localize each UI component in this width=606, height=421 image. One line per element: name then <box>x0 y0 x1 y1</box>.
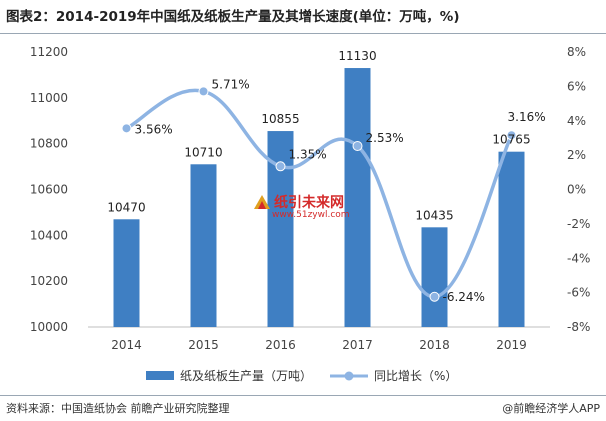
line-value-label: 1.35% <box>289 147 327 161</box>
x-tick-label: 2019 <box>496 338 527 352</box>
footer: 资料来源：中国造纸协会 前瞻产业研究院整理 @前瞻经济学人APP <box>6 400 602 418</box>
chart-title: 图表2：2014-2019年中国纸及纸板生产量及其增长速度(单位：万吨，%) <box>6 9 460 25</box>
bar-value-label: 11130 <box>338 49 376 63</box>
right-tick-label: 0% <box>567 183 586 197</box>
line-point <box>506 130 517 141</box>
right-tick-label: 4% <box>567 114 586 128</box>
x-tick-label: 2014 <box>111 338 142 352</box>
bar-labels: 10470 10710 10855 11130 10435 10765 <box>107 49 530 222</box>
x-tick-label: 2016 <box>265 338 296 352</box>
left-axis: 10000 10200 10400 10600 10800 11000 11200 <box>30 45 68 334</box>
right-tick-label: -4% <box>567 251 590 265</box>
legend-bar-label: 纸及纸板生产量（万吨） <box>180 369 312 383</box>
x-tick-label: 2018 <box>419 338 450 352</box>
left-tick-label: 11200 <box>30 45 68 59</box>
bar-value-label: 10765 <box>492 133 530 147</box>
line-labels: 3.56% 5.71% 1.35% 2.53% -6.24% 3.16% <box>135 77 546 303</box>
line-point <box>352 141 363 152</box>
x-tick-label: 2015 <box>188 338 219 352</box>
right-tick-label: -6% <box>567 286 590 300</box>
legend-bar-swatch <box>146 371 174 380</box>
line-point <box>121 123 132 134</box>
right-axis: -8% -6% -4% -2% 0% 2% 4% 6% 8% <box>567 45 590 334</box>
bar-value-label: 10470 <box>107 200 145 214</box>
line-value-label: 3.56% <box>135 122 173 136</box>
watermark-site-name: 纸引未来网 <box>274 195 344 211</box>
line-value-label: 3.16% <box>508 110 546 124</box>
line-point <box>429 291 440 302</box>
title-divider <box>0 33 606 34</box>
left-tick-label: 10400 <box>30 228 68 242</box>
bar-value-label: 10435 <box>415 208 453 222</box>
bar <box>344 68 371 328</box>
brand-credit: @前瞻经济学人APP <box>502 402 600 415</box>
watermark-site-url: www.51zywl.com <box>272 210 350 220</box>
site-logo-icon <box>254 195 270 209</box>
line-point <box>198 86 209 97</box>
line-point <box>275 161 286 172</box>
right-tick-label: 8% <box>567 45 586 59</box>
footer-divider <box>0 395 606 396</box>
right-tick-label: -8% <box>567 320 590 334</box>
right-tick-label: 6% <box>567 79 586 93</box>
left-tick-label: 11000 <box>30 91 68 105</box>
legend-line-label: 同比增长（%） <box>374 369 457 383</box>
bar <box>113 219 140 327</box>
x-axis: 2014 2015 2016 2017 2018 2019 <box>88 326 550 352</box>
bar-value-label: 10710 <box>184 145 222 159</box>
left-tick-label: 10800 <box>30 137 68 151</box>
site-watermark: 纸引未来网 www.51zywl.com <box>250 192 360 228</box>
line-value-label: 2.53% <box>366 131 404 145</box>
right-tick-label: -2% <box>567 217 590 231</box>
bar <box>421 227 448 327</box>
left-tick-label: 10600 <box>30 183 68 197</box>
legend: 纸及纸板生产量（万吨） 同比增长（%） <box>146 369 457 383</box>
x-tick-label: 2017 <box>342 338 373 352</box>
line-value-label: -6.24% <box>443 290 485 304</box>
bar <box>498 151 525 327</box>
source-note: 资料来源：中国造纸协会 前瞻产业研究院整理 <box>6 402 230 415</box>
left-tick-label: 10000 <box>30 320 68 334</box>
line-series <box>121 86 517 302</box>
left-tick-label: 10200 <box>30 274 68 288</box>
legend-line-marker <box>344 371 354 381</box>
line-value-label: 5.71% <box>212 77 250 91</box>
bar-value-label: 10855 <box>261 112 299 126</box>
right-tick-label: 2% <box>567 148 586 162</box>
bar <box>190 164 217 327</box>
